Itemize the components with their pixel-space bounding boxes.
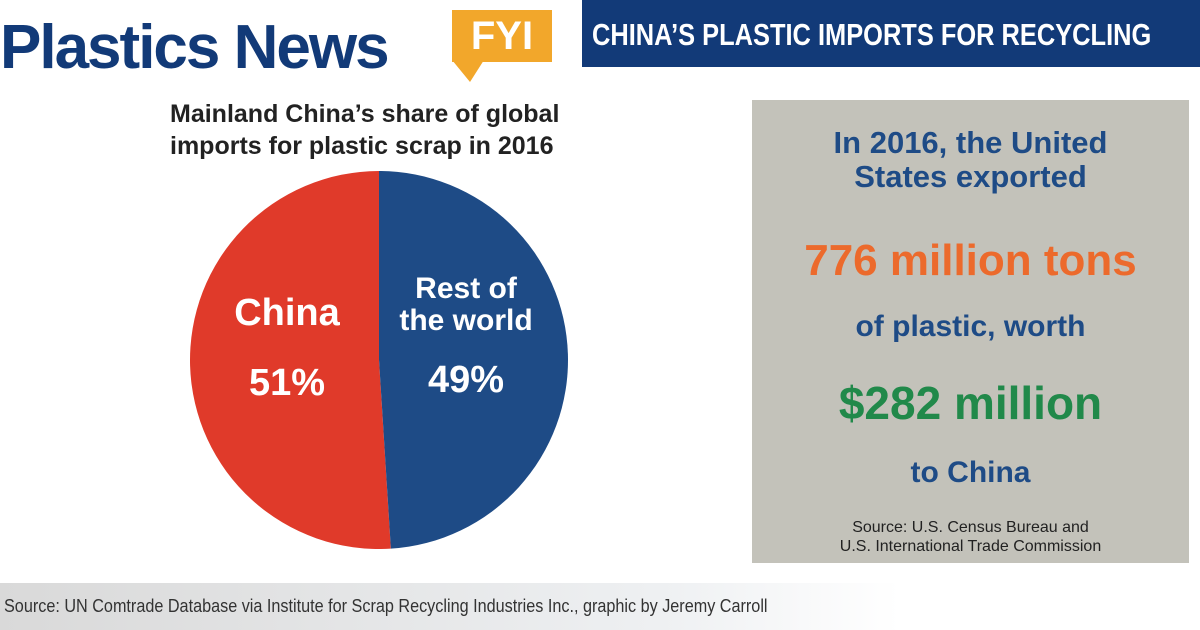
middle-text: of plastic, worth [855, 310, 1086, 343]
headline-banner: CHINA’S PLASTIC IMPORTS FOR RECYCLING [582, 0, 1200, 67]
panel-source-line: Source: U.S. Census Bureau and [852, 519, 1089, 536]
value-text: $282 million [838, 377, 1103, 429]
slice-label: the world [399, 304, 532, 337]
ending-text: to China [910, 456, 1031, 489]
banner-text: CHINA’S PLASTIC IMPORTS FOR RECYCLING [592, 17, 1152, 52]
fyi-badge: FYI [452, 10, 552, 62]
chart-title: Mainland China’s share of global imports… [170, 98, 620, 162]
slice-value-label: 51% [249, 362, 325, 404]
chart-title-line: imports for plastic scrap in 2016 [170, 132, 554, 160]
pie-slice-china [190, 171, 391, 550]
footer-source-text: Source: UN Comtrade Database via Institu… [4, 596, 768, 616]
panel-source-line: U.S. International Trade Commission [839, 538, 1102, 555]
plastics-news-logo: Plastics News [0, 13, 390, 82]
footer-source: Source: UN Comtrade Database via Institu… [0, 583, 1200, 630]
slice-label: Rest of [415, 272, 518, 305]
slice-label: China [234, 292, 340, 334]
intro-text: In 2016, the United States exported [752, 126, 1189, 194]
panel-source: Source: U.S. Census Bureau and U.S. Inte… [752, 518, 1189, 556]
intro-line: States exported [854, 159, 1087, 194]
chart-title-line: Mainland China’s share of global [170, 100, 560, 128]
pie-slice-rest-of-the-world [379, 170, 569, 549]
amount-text: 776 million tons [804, 236, 1137, 285]
intro-line: In 2016, the United [833, 125, 1108, 160]
stats-panel: In 2016, the United States exported 776 … [752, 100, 1189, 563]
slice-value-label: 49% [428, 359, 504, 401]
